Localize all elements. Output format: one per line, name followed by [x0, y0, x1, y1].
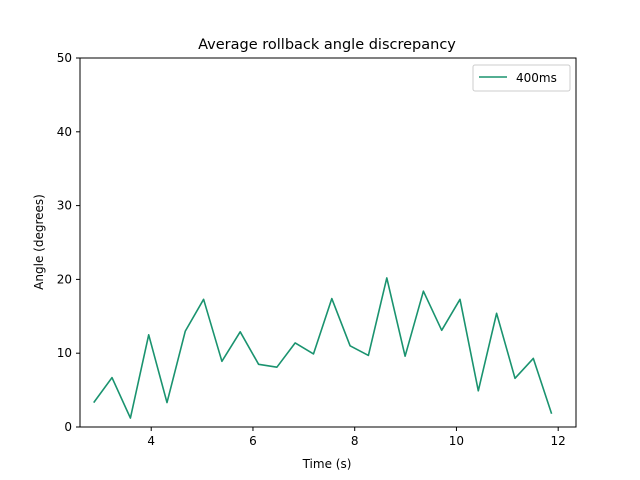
- legend: 400ms: [472, 64, 571, 92]
- y-axis-label: Angle (degrees): [32, 194, 46, 290]
- plot-area: 4 6 8 10 12 0 10 20 30 40 50: [57, 51, 577, 448]
- chart-title: Average rollback angle discrepancy: [198, 37, 456, 53]
- legend-label: 400ms: [516, 71, 557, 85]
- series-line-0: [93, 277, 553, 419]
- y-tick-label: 0: [64, 420, 72, 434]
- legend-box: [472, 64, 571, 92]
- x-tick-label: 8: [351, 434, 359, 448]
- x-tick-label: 6: [249, 434, 257, 448]
- x-tick-label: 4: [147, 434, 155, 448]
- y-tick-label: 20: [57, 272, 72, 286]
- y-tick-label: 50: [57, 51, 72, 65]
- y-tick-label: 40: [57, 125, 72, 139]
- plot-frame: [79, 57, 577, 428]
- x-tick-label: 12: [551, 434, 566, 448]
- x-tick-label: 10: [449, 434, 464, 448]
- y-tick-label: 30: [57, 199, 72, 213]
- y-tick-label: 10: [57, 346, 72, 360]
- x-axis-label: Time (s): [302, 457, 352, 471]
